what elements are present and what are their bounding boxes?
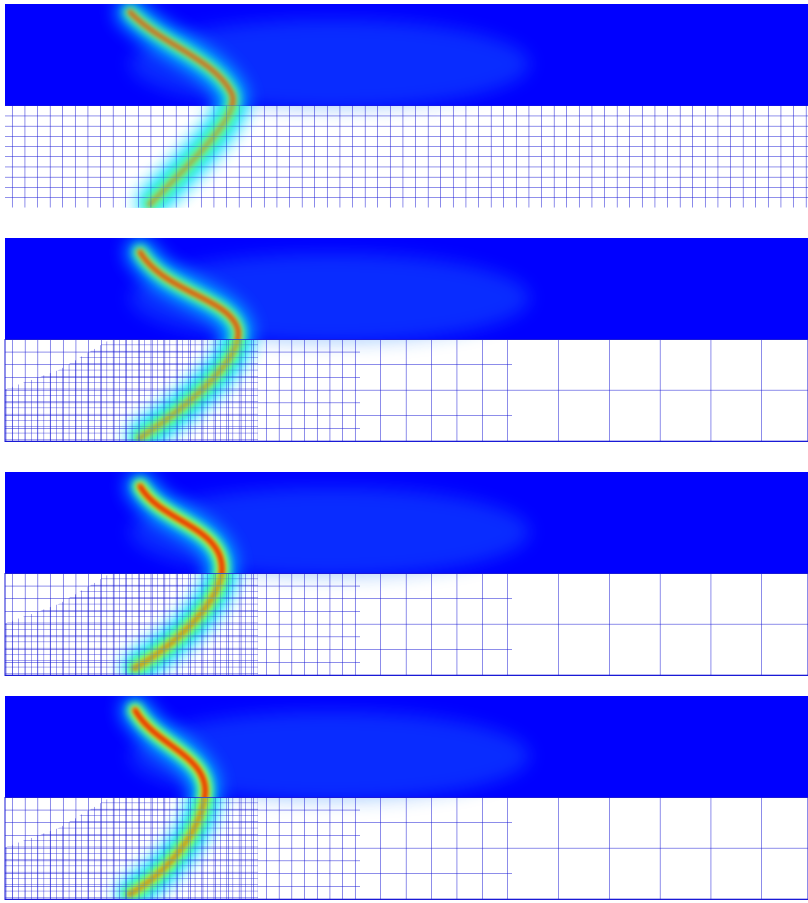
mesh-grid [512,798,808,900]
mesh [5,106,808,208]
mesh-grid [512,574,808,676]
mesh [5,340,808,442]
mesh-grid [5,106,808,208]
mesh-grid [512,340,808,442]
panel [5,238,808,442]
page: (() => { const svg = document.getElement… [0,0,808,903]
panel [5,696,808,900]
mesh [5,574,808,676]
panel [5,4,808,208]
panel [5,472,808,676]
mesh-grid [360,340,512,442]
mesh-grid [360,798,512,900]
simulation-figure [0,0,808,903]
mesh-grid [360,574,512,676]
